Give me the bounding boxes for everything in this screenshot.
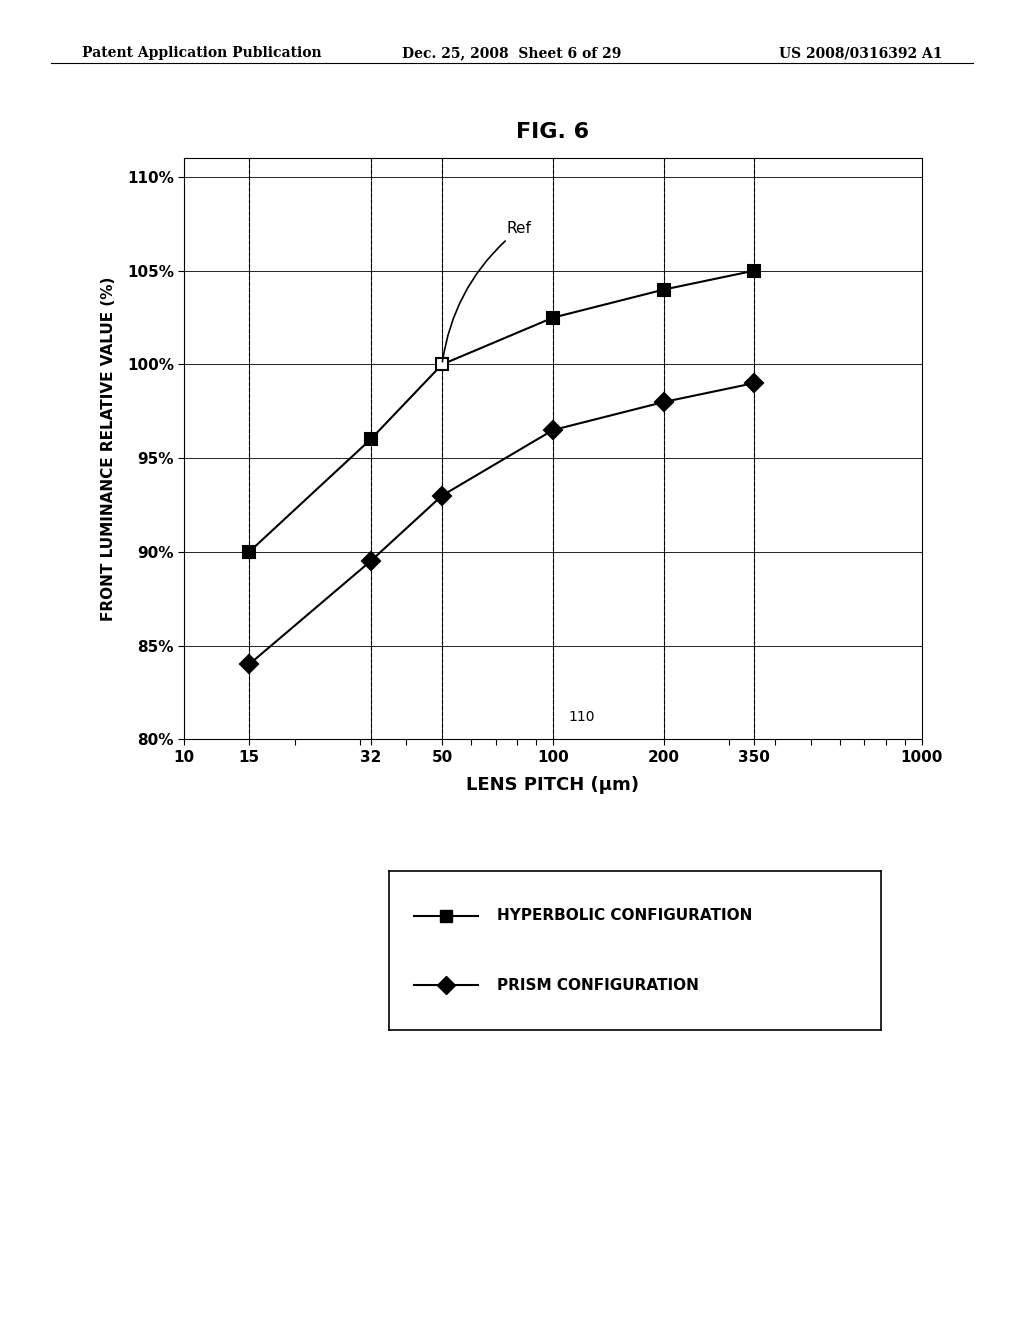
Text: Dec. 25, 2008  Sheet 6 of 29: Dec. 25, 2008 Sheet 6 of 29 bbox=[402, 46, 622, 61]
X-axis label: LENS PITCH (μm): LENS PITCH (μm) bbox=[467, 776, 639, 793]
Y-axis label: FRONT LUMINANCE RELATIVE VALUE (%): FRONT LUMINANCE RELATIVE VALUE (%) bbox=[100, 277, 116, 620]
Text: HYPERBOLIC CONFIGURATION: HYPERBOLIC CONFIGURATION bbox=[498, 908, 753, 923]
Text: US 2008/0316392 A1: US 2008/0316392 A1 bbox=[778, 46, 942, 61]
Text: Ref: Ref bbox=[442, 222, 531, 362]
Title: FIG. 6: FIG. 6 bbox=[516, 121, 590, 141]
Text: Patent Application Publication: Patent Application Publication bbox=[82, 46, 322, 61]
Text: PRISM CONFIGURATION: PRISM CONFIGURATION bbox=[498, 978, 699, 993]
Text: 110: 110 bbox=[568, 710, 595, 725]
